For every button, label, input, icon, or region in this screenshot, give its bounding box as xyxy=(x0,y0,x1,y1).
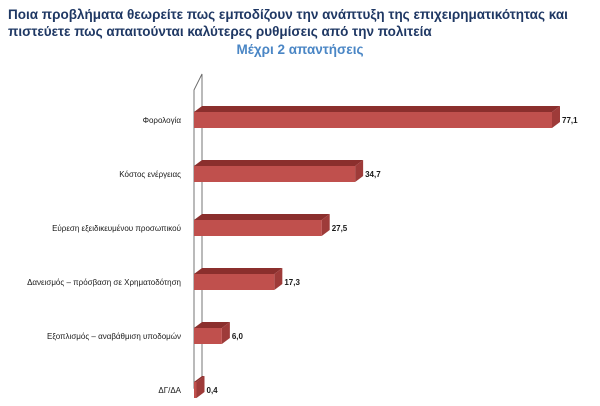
category-label: ΔΓ/ΔΑ xyxy=(158,386,181,395)
bar-side-face xyxy=(221,322,230,344)
bar-side-face xyxy=(274,268,283,290)
value-label: 77,1 xyxy=(562,116,578,125)
bar xyxy=(194,112,552,128)
category-label: Φορολογία xyxy=(143,116,182,125)
bar-top-face xyxy=(194,376,205,382)
value-label: 6,0 xyxy=(232,332,244,341)
category-label: Κόστος ενέργειας xyxy=(119,170,181,179)
value-label: 34,7 xyxy=(365,170,381,179)
chart-title: Ποια προβλήματα θεωρείτε πως εμποδίζουν … xyxy=(8,7,568,39)
bar-side-face xyxy=(321,214,330,236)
bar xyxy=(194,166,356,182)
bar xyxy=(194,382,197,398)
category-label: Δανεισμός – πρόσβαση σε Χρηματοδότηση xyxy=(27,278,181,287)
bar-side-face xyxy=(552,106,560,128)
value-label: 0,4 xyxy=(207,386,219,395)
bar-side-face xyxy=(196,376,205,398)
bar xyxy=(194,274,275,290)
title-block: Ποια προβλήματα θεωρείτε πως εμποδίζουν … xyxy=(8,6,592,58)
category-label: Εξοπλισμός – αναβάθμιση υποδομών xyxy=(47,332,181,341)
bar-top-face xyxy=(194,268,283,274)
bar-top-face xyxy=(194,160,364,166)
category-label: Εύρεση εξειδικευμένου προσωπικού xyxy=(52,224,181,233)
value-label: 27,5 xyxy=(332,224,348,233)
bars-group xyxy=(194,106,560,398)
bar xyxy=(194,220,322,236)
value-label: 17,3 xyxy=(284,278,300,287)
bar-top-face xyxy=(194,106,560,112)
bar-side-face xyxy=(355,160,364,182)
bar-top-face xyxy=(194,322,230,328)
bar-top-face xyxy=(194,214,330,220)
bar xyxy=(194,328,222,344)
labels-group: Φορολογία 77,1 Κόστος ενέργειας 34,7 Εύρεση … xyxy=(27,116,578,395)
chart-subtitle: Μέχρι 2 απαντήσεις xyxy=(236,42,364,57)
